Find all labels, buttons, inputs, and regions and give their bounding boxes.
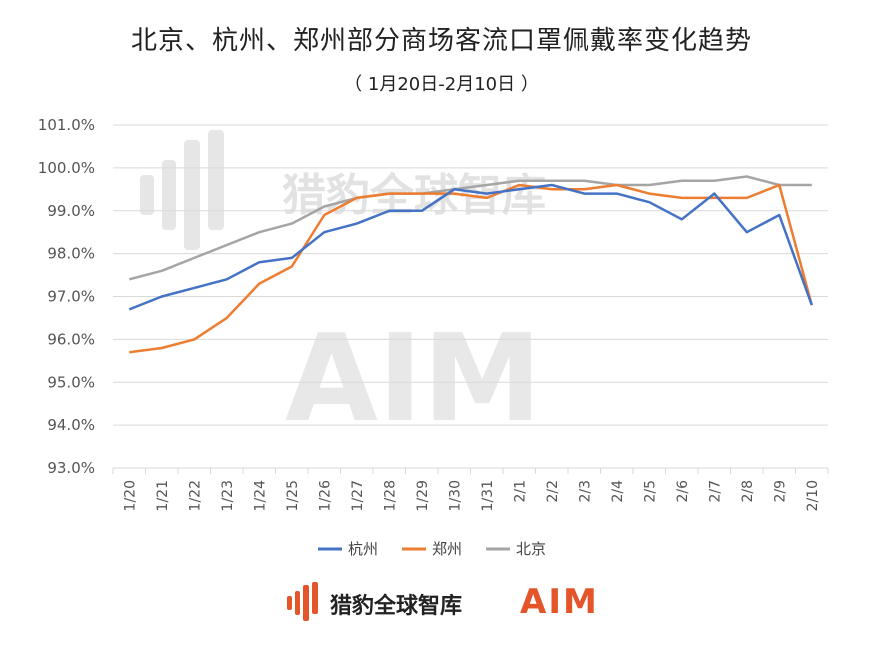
line-chart: 猎豹全球智库 AIM 93.0% 94.0% 95.0% 96.0% 97.0% 98.0… [38, 116, 829, 558]
series-line-2 [128, 175, 812, 281]
x-tick-label: 2/9 [772, 480, 788, 503]
x-tick-label: 2/6 [675, 480, 691, 503]
y-tick-label: 96.0% [47, 330, 95, 348]
y-tick-label: 99.0% [47, 202, 95, 220]
y-tick-label: 101.0% [38, 116, 95, 134]
x-tick-label: 1/21 [155, 480, 171, 511]
x-tick-label: 1/20 [122, 480, 138, 511]
series-line-1 [129, 183, 814, 354]
footer: 猎豹全球智库 AIM [0, 580, 883, 630]
x-tick-label: 2/8 [740, 480, 756, 503]
legend-label: 北京 [516, 540, 546, 558]
chart-title: 北京、杭州、郑州部分商场客流口罩佩戴率变化趋势 [130, 26, 752, 56]
y-tick-label: 98.0% [47, 245, 95, 263]
x-tick-label: 1/25 [285, 480, 301, 511]
series-line-0 [128, 183, 813, 311]
series-lines [128, 175, 814, 354]
y-tick-label: 93.0% [47, 459, 95, 477]
x-tick-label: 1/27 [350, 480, 366, 511]
x-tick-label: 1/30 [447, 480, 463, 511]
y-tick-label: 97.0% [47, 288, 95, 306]
x-tick-label: 2/7 [707, 480, 723, 503]
watermark: 猎豹全球智库 AIM [140, 130, 546, 449]
legend-label: 郑州 [432, 540, 462, 558]
x-tick-label: 2/4 [610, 480, 626, 503]
x-tick-label: 2/5 [642, 480, 658, 503]
watermark-logo-icon [140, 130, 224, 250]
y-tick-label: 94.0% [47, 416, 95, 434]
x-tick-label: 1/26 [317, 480, 333, 512]
x-tick-label: 2/3 [577, 480, 593, 503]
x-axis-ticks: 1/20 1/21 1/22 1/23 1/24 1/25 1/26 1/27 1/28 1/29… [112, 468, 829, 512]
footer-aim-logo: AIM [520, 582, 599, 622]
x-tick-label: 2/1 [512, 480, 528, 503]
x-tick-label: 1/22 [187, 480, 203, 511]
x-tick-label: 2/10 [805, 480, 821, 511]
x-tick-label: 1/29 [415, 480, 431, 511]
y-axis-ticks: 93.0% 94.0% 95.0% 96.0% 97.0% 98.0% 99.0% 100.0… [38, 116, 95, 477]
brand-logo-icon [287, 582, 318, 621]
x-tick-label: 2/2 [545, 480, 561, 503]
chart-subtitle: （ 1月20日-2月10日 ） [344, 74, 539, 95]
x-tick-label: 1/31 [480, 480, 496, 511]
legend-label: 杭州 [348, 540, 378, 558]
y-tick-label: 95.0% [47, 373, 95, 391]
watermark-brand-text: 猎豹全球智库 [282, 170, 546, 221]
watermark-aim-text: AIM [285, 310, 542, 449]
x-tick-label: 1/24 [252, 480, 268, 512]
x-tick-label: 1/28 [382, 480, 398, 511]
x-tick-label: 1/23 [220, 480, 236, 511]
y-tick-label: 100.0% [38, 159, 95, 177]
footer-brand-text: 猎豹全球智库 [330, 594, 463, 619]
legend: 杭州 郑州 北京 [318, 540, 546, 558]
